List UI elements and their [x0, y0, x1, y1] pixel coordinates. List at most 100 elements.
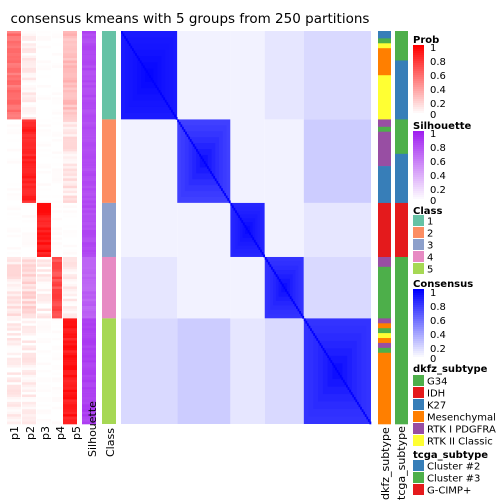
prob-cell — [63, 85, 77, 88]
prob-cell — [22, 276, 36, 280]
prob-cell — [22, 35, 36, 39]
consensus-diagonal — [221, 188, 223, 191]
prob-cell — [63, 50, 77, 54]
legend-prob-swatch — [413, 47, 424, 50]
silhouette-cell — [82, 350, 96, 354]
prob-cell — [52, 367, 62, 371]
legend-tcga-swatch — [413, 472, 424, 483]
prob-cell — [63, 379, 77, 383]
legend-silhouette-swatch — [413, 137, 424, 140]
prob-cell — [22, 92, 36, 96]
consensus-diagonal — [211, 173, 214, 177]
prob-cell — [22, 55, 36, 59]
prob-cell — [7, 286, 21, 290]
prob-cell — [7, 124, 21, 128]
prob-cell — [63, 414, 77, 417]
prob-cell — [63, 151, 77, 155]
prob-cell — [63, 185, 77, 189]
consensus-block — [121, 119, 178, 203]
prob-cell — [22, 161, 36, 164]
consensus-diagonal — [349, 389, 351, 393]
prob-cell — [22, 146, 36, 150]
prob-cell — [37, 259, 51, 263]
prob-cell — [37, 308, 51, 312]
prob-cell — [22, 229, 36, 233]
prob-cell — [63, 92, 77, 96]
legend-consensus-swatch — [413, 305, 424, 308]
legend-consensus-swatch — [413, 325, 424, 328]
prob-cell — [52, 271, 62, 275]
prob-cell — [7, 350, 21, 354]
prob-cell — [22, 325, 36, 329]
prob-cell — [22, 266, 36, 270]
legend-dkfz-label: IDH — [427, 389, 445, 400]
silhouette-cell — [82, 45, 96, 49]
prob-cell — [37, 367, 51, 371]
prob-cell — [7, 168, 21, 172]
prob-cell — [22, 94, 36, 98]
silhouette-cell — [82, 72, 96, 76]
silhouette-cell — [82, 195, 96, 199]
prob-cell — [63, 283, 77, 287]
prob-cell — [7, 222, 21, 226]
prob-cell — [37, 166, 51, 169]
silhouette-cell — [82, 136, 96, 140]
consensus-diagonal — [296, 306, 298, 309]
prob-cell — [37, 143, 51, 147]
prob-cell — [52, 75, 62, 78]
prob-cell — [37, 151, 51, 155]
prob-cell — [63, 222, 77, 226]
consensus-diagonal — [227, 198, 230, 201]
prob-cell — [7, 77, 21, 81]
legend-prob-swatch — [413, 89, 424, 92]
consensus-diagonal — [336, 369, 339, 373]
legend-silhouette-swatch — [413, 163, 424, 166]
legend-silhouette-swatch — [413, 135, 424, 138]
prob-cell — [37, 70, 51, 74]
prob-cell — [52, 70, 62, 74]
silhouette-cell — [82, 163, 96, 167]
prob-cell — [7, 291, 21, 295]
prob-cell — [52, 313, 62, 317]
silhouette-cell — [82, 315, 96, 319]
prob-cell — [22, 271, 36, 275]
legend-silhouette-swatch — [413, 181, 424, 184]
prob-cell — [22, 188, 36, 191]
prob-cell — [22, 406, 36, 410]
prob-cell — [22, 396, 36, 400]
silhouette-cell — [82, 38, 96, 42]
prob-cell — [7, 342, 21, 346]
prob-cell — [22, 311, 36, 314]
legend-silhouette-swatch — [413, 171, 424, 174]
prob-cell — [22, 389, 36, 393]
prob-cell — [52, 350, 62, 354]
prob-cell — [7, 259, 21, 263]
silhouette-cell — [82, 264, 96, 268]
consensus-diagonal — [180, 124, 183, 128]
xlabel-p2: p2 — [24, 426, 37, 440]
prob-cell — [63, 75, 77, 78]
prob-cell — [63, 220, 77, 223]
legend-prob-swatch — [413, 103, 424, 106]
prob-cell — [7, 205, 21, 209]
consensus-diagonal — [269, 264, 272, 268]
prob-cell — [52, 156, 62, 160]
legend-silhouette-swatch — [413, 149, 424, 152]
prob-cell — [52, 89, 62, 93]
consensus-diagonal — [228, 200, 231, 204]
prob-cell — [52, 210, 62, 214]
consensus-diagonal — [213, 175, 216, 179]
prob-cell — [7, 180, 21, 184]
prob-cell — [37, 242, 51, 245]
dkfz-segment — [378, 48, 391, 76]
prob-cell — [22, 350, 36, 354]
consensus-diagonal — [335, 367, 337, 371]
consensus-diagonal — [133, 50, 136, 54]
prob-cell — [22, 107, 36, 110]
prob-cell — [7, 119, 21, 123]
prob-cell — [22, 318, 36, 322]
prob-cell — [22, 215, 36, 218]
prob-cell — [7, 50, 21, 54]
consensus-diagonal — [206, 166, 209, 169]
